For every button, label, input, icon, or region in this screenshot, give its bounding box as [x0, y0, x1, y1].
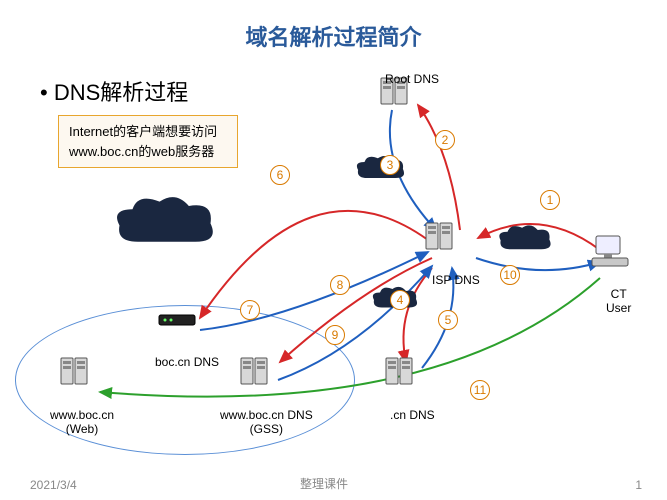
note-callout: Internet的客户端想要访问 www.boc.cn的web服务器: [58, 115, 238, 168]
footer-center: 整理课件: [300, 475, 348, 492]
page-title: 域名解析过程简介: [0, 20, 667, 52]
cloud-icon: [496, 223, 554, 263]
node-label-isp_dns: ISP DNS: [432, 273, 480, 287]
note-line-1: Internet的客户端想要访问: [69, 122, 227, 142]
cloud-icon: [353, 154, 408, 191]
step-5: 5: [438, 310, 458, 330]
section-heading: • DNS解析过程: [40, 75, 188, 107]
node-label-web: www.boc.cn (Web): [50, 408, 114, 436]
step-3: 3: [380, 155, 400, 175]
node-boc_dns: [157, 307, 197, 336]
flow-arrow: [418, 105, 460, 230]
step-6: 6: [270, 165, 290, 185]
step-7: 7: [240, 300, 260, 320]
step-2: 2: [435, 130, 455, 150]
bullet-icon: •: [40, 80, 48, 105]
node-cn_dns: [382, 352, 418, 393]
node-label-root_dns: Root DNS: [385, 72, 439, 86]
footer-date: 2021/3/4: [30, 478, 77, 492]
node-isp_dns: [422, 217, 458, 258]
node-label-ct_user: CT User: [606, 287, 631, 315]
step-1: 1: [540, 190, 560, 210]
node-label-cn_dns: .cn DNS: [390, 408, 435, 422]
footer-page: 1: [635, 478, 642, 492]
note-line-2: www.boc.cn的web服务器: [69, 142, 227, 162]
step-11: 11: [470, 380, 490, 400]
step-8: 8: [330, 275, 350, 295]
cloud-icon: [105, 193, 225, 263]
step-10: 10: [500, 265, 520, 285]
node-label-boc_dns: boc.cn DNS: [155, 355, 219, 369]
node-label-gss: www.boc.cn DNS (GSS): [220, 408, 313, 436]
node-ct_user: [590, 234, 630, 275]
node-web: [57, 352, 93, 393]
step-9: 9: [325, 325, 345, 345]
node-gss: [237, 352, 273, 393]
step-4: 4: [390, 290, 410, 310]
section-text: DNS解析过程: [54, 80, 188, 105]
